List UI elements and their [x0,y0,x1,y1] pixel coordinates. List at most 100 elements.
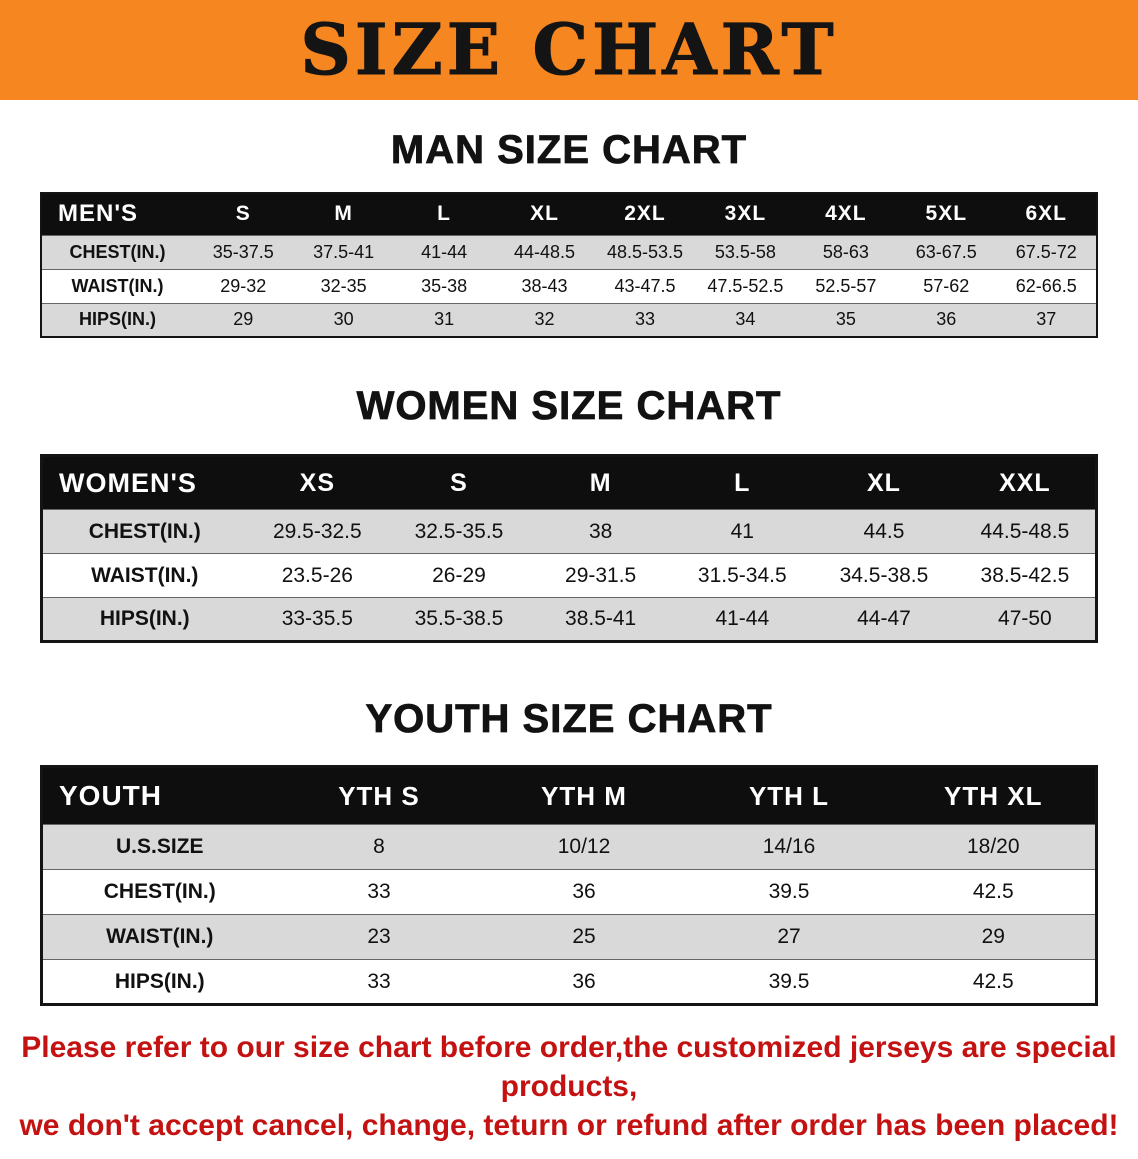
size-header-cell: 4XL [825,202,867,226]
size-header-cell: 6XL [1025,202,1067,226]
measurement-value-cell: 36 [572,969,596,993]
measurement-value-cell: 41-44 [715,607,770,630]
youth-section-heading: YOUTH SIZE CHART [365,697,773,742]
size-chart-banner: SIZE CHART [0,0,1138,100]
size-header-cell: XS [299,468,335,497]
measurement-value-cell: 37.5-41 [313,241,375,262]
measurement-value-cell: 41-44 [421,241,468,262]
measurement-row: CHEST(IN.) 35-37.5 37.5-41 41-44 44-48.5 48.5… [41,235,1097,269]
measurement-value-cell: 38 [588,519,613,543]
measurement-value-cell: 36 [936,309,957,330]
measurement-value-cell: 33 [367,969,391,993]
measurement-value-cell: 26-29 [432,563,486,587]
measurement-value-cell: 32 [534,309,555,330]
measurement-value-cell: 35.5-38.5 [414,607,504,630]
measurement-value-cell: 44.5-48.5 [980,519,1070,543]
youth-size-table: YOUTH YTH S YTH M YTH L YTH XL U.S.SIZE 8 10/12… [40,765,1098,1006]
size-header-cell: XL [530,202,559,226]
measurement-label-cell: U.S.SIZE [115,835,204,858]
measurement-row: WAIST(IN.) 23 25 27 29 [41,914,1097,960]
measurement-value-cell: 43-47.5 [614,275,676,296]
table-header-row: WOMEN'S XS S M L XL XXL [41,455,1097,510]
men-size-table: MEN'S S M L XL 2XL 3XL 4XL 5XL 6XL CHEST(IN.) 35-37… [40,192,1098,338]
women-size-table: WOMEN'S XS S M L XL XXL CHEST(IN.) 29.5-32.5 32.5… [40,454,1098,643]
table-title-cell: WOMEN'S [59,467,197,498]
measurement-value-cell: 25 [572,925,596,948]
measurement-value-cell: 57-62 [923,275,970,296]
measurement-label-cell: HIPS(IN.) [114,969,205,993]
measurement-value-cell: 44-48.5 [514,241,576,262]
measurement-row: HIPS(IN.) 33-35.5 35.5-38.5 38.5-41 41-44 44-… [41,597,1097,642]
disclaimer-line-1: Please refer to our size chart before or… [21,1031,1117,1103]
measurement-value-cell: 23.5-26 [281,563,353,587]
youth-size-chart-section: YOUTH SIZE CHART YOUTH YTH S YTH M YTH L YTH… [0,697,1138,1006]
measurement-value-cell: 33 [367,880,391,903]
measurement-value-cell: 38-43 [521,275,568,296]
measurement-value-cell: 27 [777,925,801,948]
measurement-value-cell: 31.5-34.5 [697,563,787,587]
measurement-value-cell: 14/16 [762,835,816,858]
size-header-cell: M [334,202,353,226]
table-header-row: MEN'S S M L XL 2XL 3XL 4XL 5XL 6XL [41,193,1097,235]
measurement-row: HIPS(IN.) 33 36 39.5 42.5 [41,959,1097,1005]
measurement-label-cell: CHEST(IN.) [103,880,216,903]
measurement-label-cell: CHEST(IN.) [69,241,166,262]
measurement-value-cell: 47-50 [998,607,1052,630]
measurement-value-cell: 67.5-72 [1015,241,1077,262]
measurement-row: WAIST(IN.) 23.5-26 26-29 29-31.5 31.5-34.5 34… [41,553,1097,598]
table-header-row: YOUTH YTH S YTH M YTH L YTH XL [41,766,1097,825]
measurement-value-cell: 30 [333,309,354,330]
measurement-value-cell: 36 [572,880,596,903]
measurement-value-cell: 29 [233,309,254,330]
measurement-value-cell: 58-63 [822,241,869,262]
measurement-value-cell: 42.5 [972,969,1014,993]
size-header-cell: YTH M [541,780,627,811]
measurement-value-cell: 34.5-38.5 [839,563,929,587]
measurement-value-cell: 44-47 [857,607,911,630]
measurement-value-cell: 63-67.5 [915,241,977,262]
measurement-value-cell: 39.5 [768,880,810,903]
measurement-label-cell: WAIST(IN.) [91,563,199,587]
women-size-chart-section: WOMEN SIZE CHART WOMEN'S XS S M L XL XXL CHEST(… [0,384,1138,643]
measurement-row: CHEST(IN.) 33 36 39.5 42.5 [41,869,1097,915]
measurement-value-cell: 35-38 [421,275,468,296]
table-title-cell: YOUTH [59,780,162,811]
measurement-value-cell: 39.5 [768,969,810,993]
size-header-cell: M [589,468,612,497]
measurement-value-cell: 10/12 [557,835,611,858]
women-section-heading: WOMEN SIZE CHART [356,384,782,429]
banner-title: SIZE CHART [300,8,838,91]
measurement-row: CHEST(IN.) 29.5-32.5 32.5-35.5 38 41 44.5 44.5… [41,509,1097,554]
measurement-value-cell: 35 [835,309,856,330]
size-header-cell: S [235,202,251,226]
measurement-label-cell: HIPS(IN.) [99,607,190,630]
measurement-value-cell: 29 [981,925,1005,948]
measurement-value-cell: 29-31.5 [565,563,637,587]
measurement-row: U.S.SIZE 8 10/12 14/16 18/20 [41,824,1097,870]
measurement-value-cell: 62-66.5 [1015,275,1077,296]
men-section-heading: MAN SIZE CHART [390,128,748,173]
measurement-value-cell: 29-32 [220,275,267,296]
size-header-cell: XXL [999,468,1051,497]
measurement-value-cell: 23 [367,925,391,948]
size-header-cell: 2XL [624,202,666,226]
disclaimer-line-2: we don't accept cancel, change, teturn o… [19,1109,1119,1142]
measurement-value-cell: 35-37.5 [212,241,274,262]
measurement-value-cell: 8 [373,835,385,858]
size-header-cell: YTH S [338,780,420,811]
measurement-label-cell: CHEST(IN.) [88,519,201,543]
measurement-value-cell: 32.5-35.5 [414,519,504,543]
size-header-cell: YTH XL [944,780,1043,811]
men-size-chart-section: MAN SIZE CHART MEN'S S M L XL 2XL 3XL 4XL 5XL 6XL… [0,128,1138,338]
measurement-value-cell: 53.5-58 [714,241,776,262]
measurement-label-cell: WAIST(IN.) [106,925,214,948]
measurement-row: HIPS(IN.) 29 30 31 32 33 34 35 36 37 [41,303,1097,337]
measurement-value-cell: 37 [1036,309,1057,330]
size-header-cell: S [450,468,468,497]
measurement-value-cell: 18/20 [966,835,1020,858]
size-header-cell: XL [866,468,901,497]
measurement-row: WAIST(IN.) 29-32 32-35 35-38 38-43 43-47.5 47.… [41,269,1097,303]
table-title-cell: MEN'S [58,200,139,228]
measurement-value-cell: 34 [735,309,756,330]
measurement-value-cell: 42.5 [972,880,1014,903]
